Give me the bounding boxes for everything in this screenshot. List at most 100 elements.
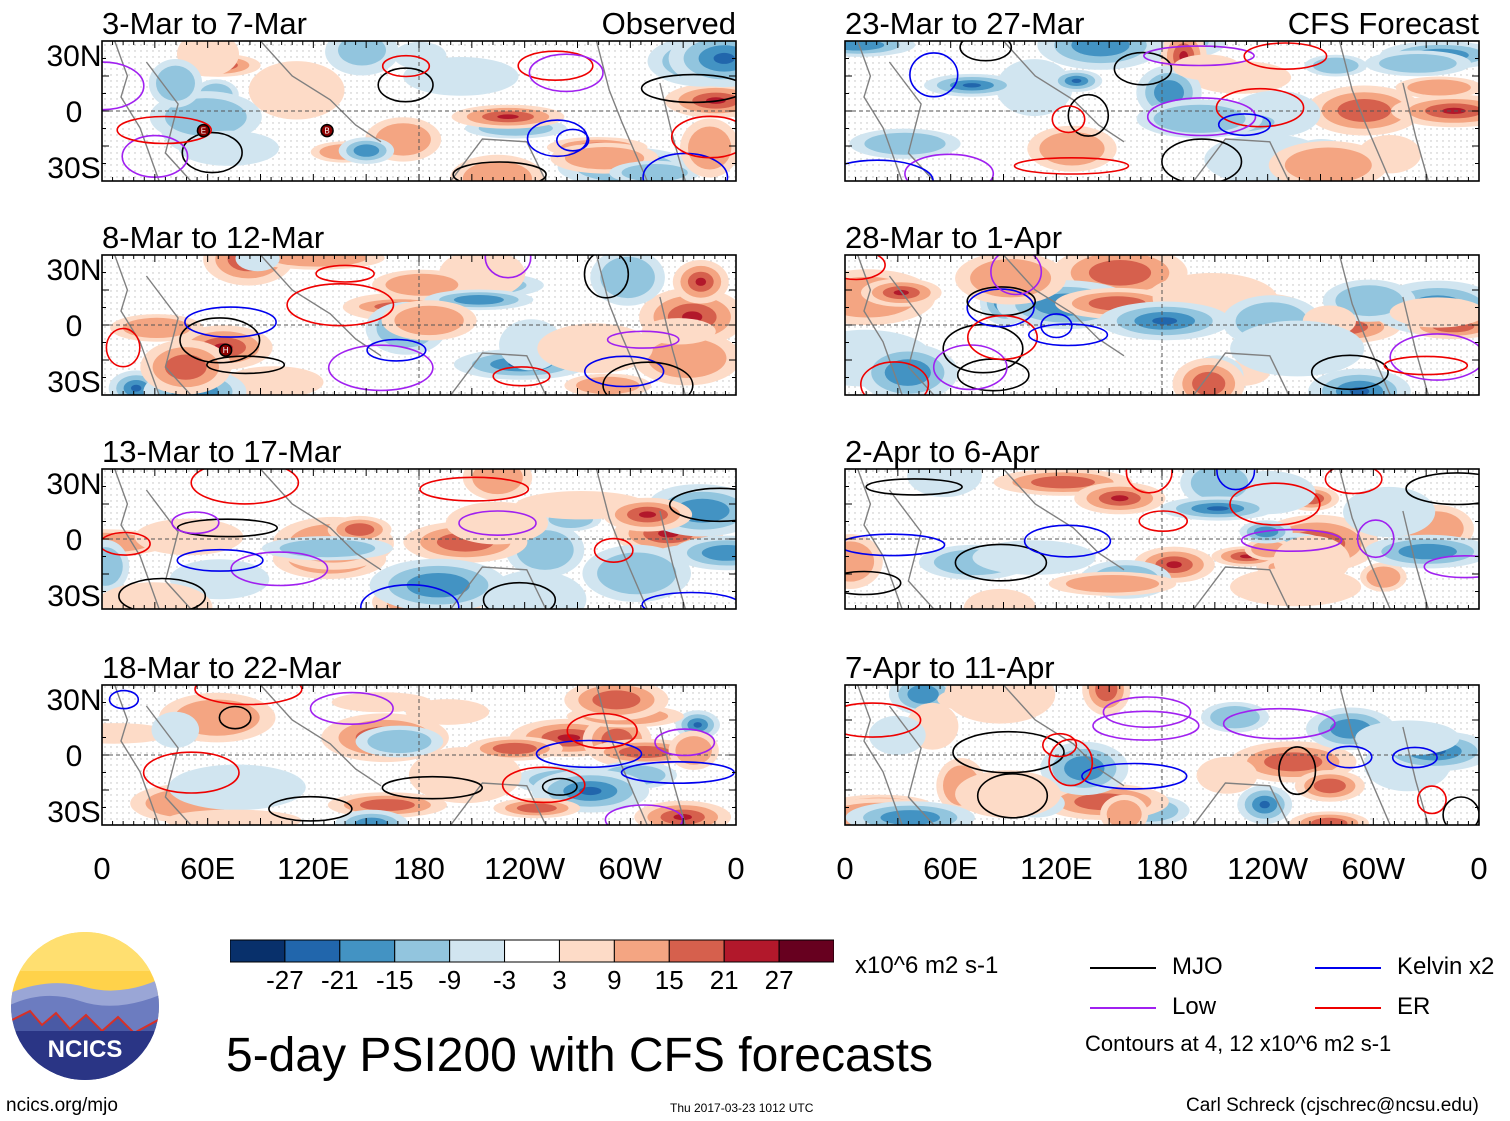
contour-kelvin-x2 [1081,762,1188,790]
contour-er [1013,156,1130,175]
colorbar-swatch [668,939,725,963]
panel-period-title: 18-Mar to 22-Mar [102,650,341,685]
contour-note: Contours at 4, 12 x10^6 m2 s-1 [1085,1031,1392,1056]
lat-tick-label: 30N [46,254,101,287]
coastlines [857,255,1429,395]
anomaly-field [845,255,1479,395]
positive-anomaly [537,323,653,374]
contour-kelvin-x2 [1027,323,1109,347]
positive-anomaly [360,799,415,811]
contour-mjo [482,581,557,609]
panel-5: 23-Mar to 27-Mar CFS Forecast [844,6,1480,182]
lon-tick-label: 60W [598,851,662,886]
contour-er [1125,469,1173,494]
contour-er [286,283,395,327]
contour-mjo [1310,354,1389,391]
negative-anomaly [353,144,380,157]
colorbar-swatch [613,939,670,963]
contour-mjo [1442,796,1479,825]
negative-anomaly [1355,720,1460,756]
coastline [857,469,903,609]
negative-anomaly [393,41,447,70]
contour-low [1146,97,1257,137]
legend-line [1315,967,1381,969]
coastlines [114,685,686,825]
negative-anomaly [102,547,123,586]
positive-anomaly [164,354,207,380]
colorbar-tick-label: 27 [765,965,794,995]
coastline [888,705,935,825]
positive-anomaly [557,734,581,742]
negative-anomaly [864,132,946,155]
contour-mjo [976,772,1049,819]
contour-er [1324,469,1383,495]
lat-tick-label: 0 [66,96,83,129]
coastline [114,255,160,395]
positive-anomaly [1196,756,1258,794]
negative-anomaly [516,530,574,570]
contour-kelvin-x2 [641,591,736,609]
contour-er [419,476,530,502]
colorbar-swatch [558,939,615,963]
storm-marker-label: H [223,346,229,355]
coastline [595,255,648,395]
contour-er [190,469,300,505]
contour-mjo [1161,138,1243,181]
negative-anomaly [713,52,735,64]
colorbar-units: x10^6 m2 s-1 [855,952,999,979]
colorbar-tick-label: 9 [607,965,621,995]
website-link[interactable]: ncics.org/mjo [6,1095,118,1116]
storm-marker-label: B [324,127,329,136]
colorbar-swatch [394,939,451,963]
positive-anomaly [492,742,537,755]
negative-anomaly [235,255,280,272]
storm-marker: E [196,123,211,138]
contour-er [517,50,594,81]
negative-anomaly [1312,57,1359,74]
lon-tick-label: 60W [1341,851,1405,886]
positive-anomaly [695,277,707,286]
contour-mjo [181,131,243,174]
negative-anomaly [1379,54,1457,73]
negative-anomaly [168,764,306,811]
coastline [1193,138,1290,181]
wave-contours [845,255,1479,395]
coastline [259,469,382,571]
coastline [450,782,547,825]
panel-1: 3-Mar to 7-Mar Observed 30N 0 30S [46,6,737,185]
lon-tick-label: 0 [836,851,853,886]
positive-anomaly [1039,131,1105,166]
coastline [145,705,192,825]
positive-anomaly [1442,107,1466,114]
coastline [259,41,382,143]
lon-tick-label: 120E [277,851,349,886]
negative-anomaly [279,539,376,558]
negative-anomaly [164,98,247,136]
negative-anomaly [453,295,504,305]
positive-anomaly [165,809,302,825]
legend-label: ER [1397,993,1431,1020]
coastline [1193,782,1290,825]
negative-anomaly [1343,486,1436,538]
positive-anomaly [1166,561,1182,569]
legend-label: MJO [1172,953,1223,980]
negative-anomaly [621,164,688,181]
coastline [595,469,648,609]
coastline [259,255,382,357]
contour-low [1423,555,1479,579]
wave-contours [845,696,1479,825]
panel-period-title: 23-Mar to 27-Mar [845,6,1084,41]
contour-kelvin-x2 [1040,313,1073,339]
negative-anomaly [1259,800,1270,809]
storm-marker-label: E [201,127,206,136]
contour-er [966,314,1038,361]
negative-anomaly [880,810,940,825]
panel-period-title: 3-Mar to 7-Mar [102,6,307,41]
anomaly-field [845,469,1479,609]
coastline [114,41,160,181]
positive-anomaly [385,273,459,296]
positive-anomaly [497,114,519,119]
storm-marker: H [218,343,233,357]
contour-er [566,712,638,750]
contour-er [1138,510,1188,532]
